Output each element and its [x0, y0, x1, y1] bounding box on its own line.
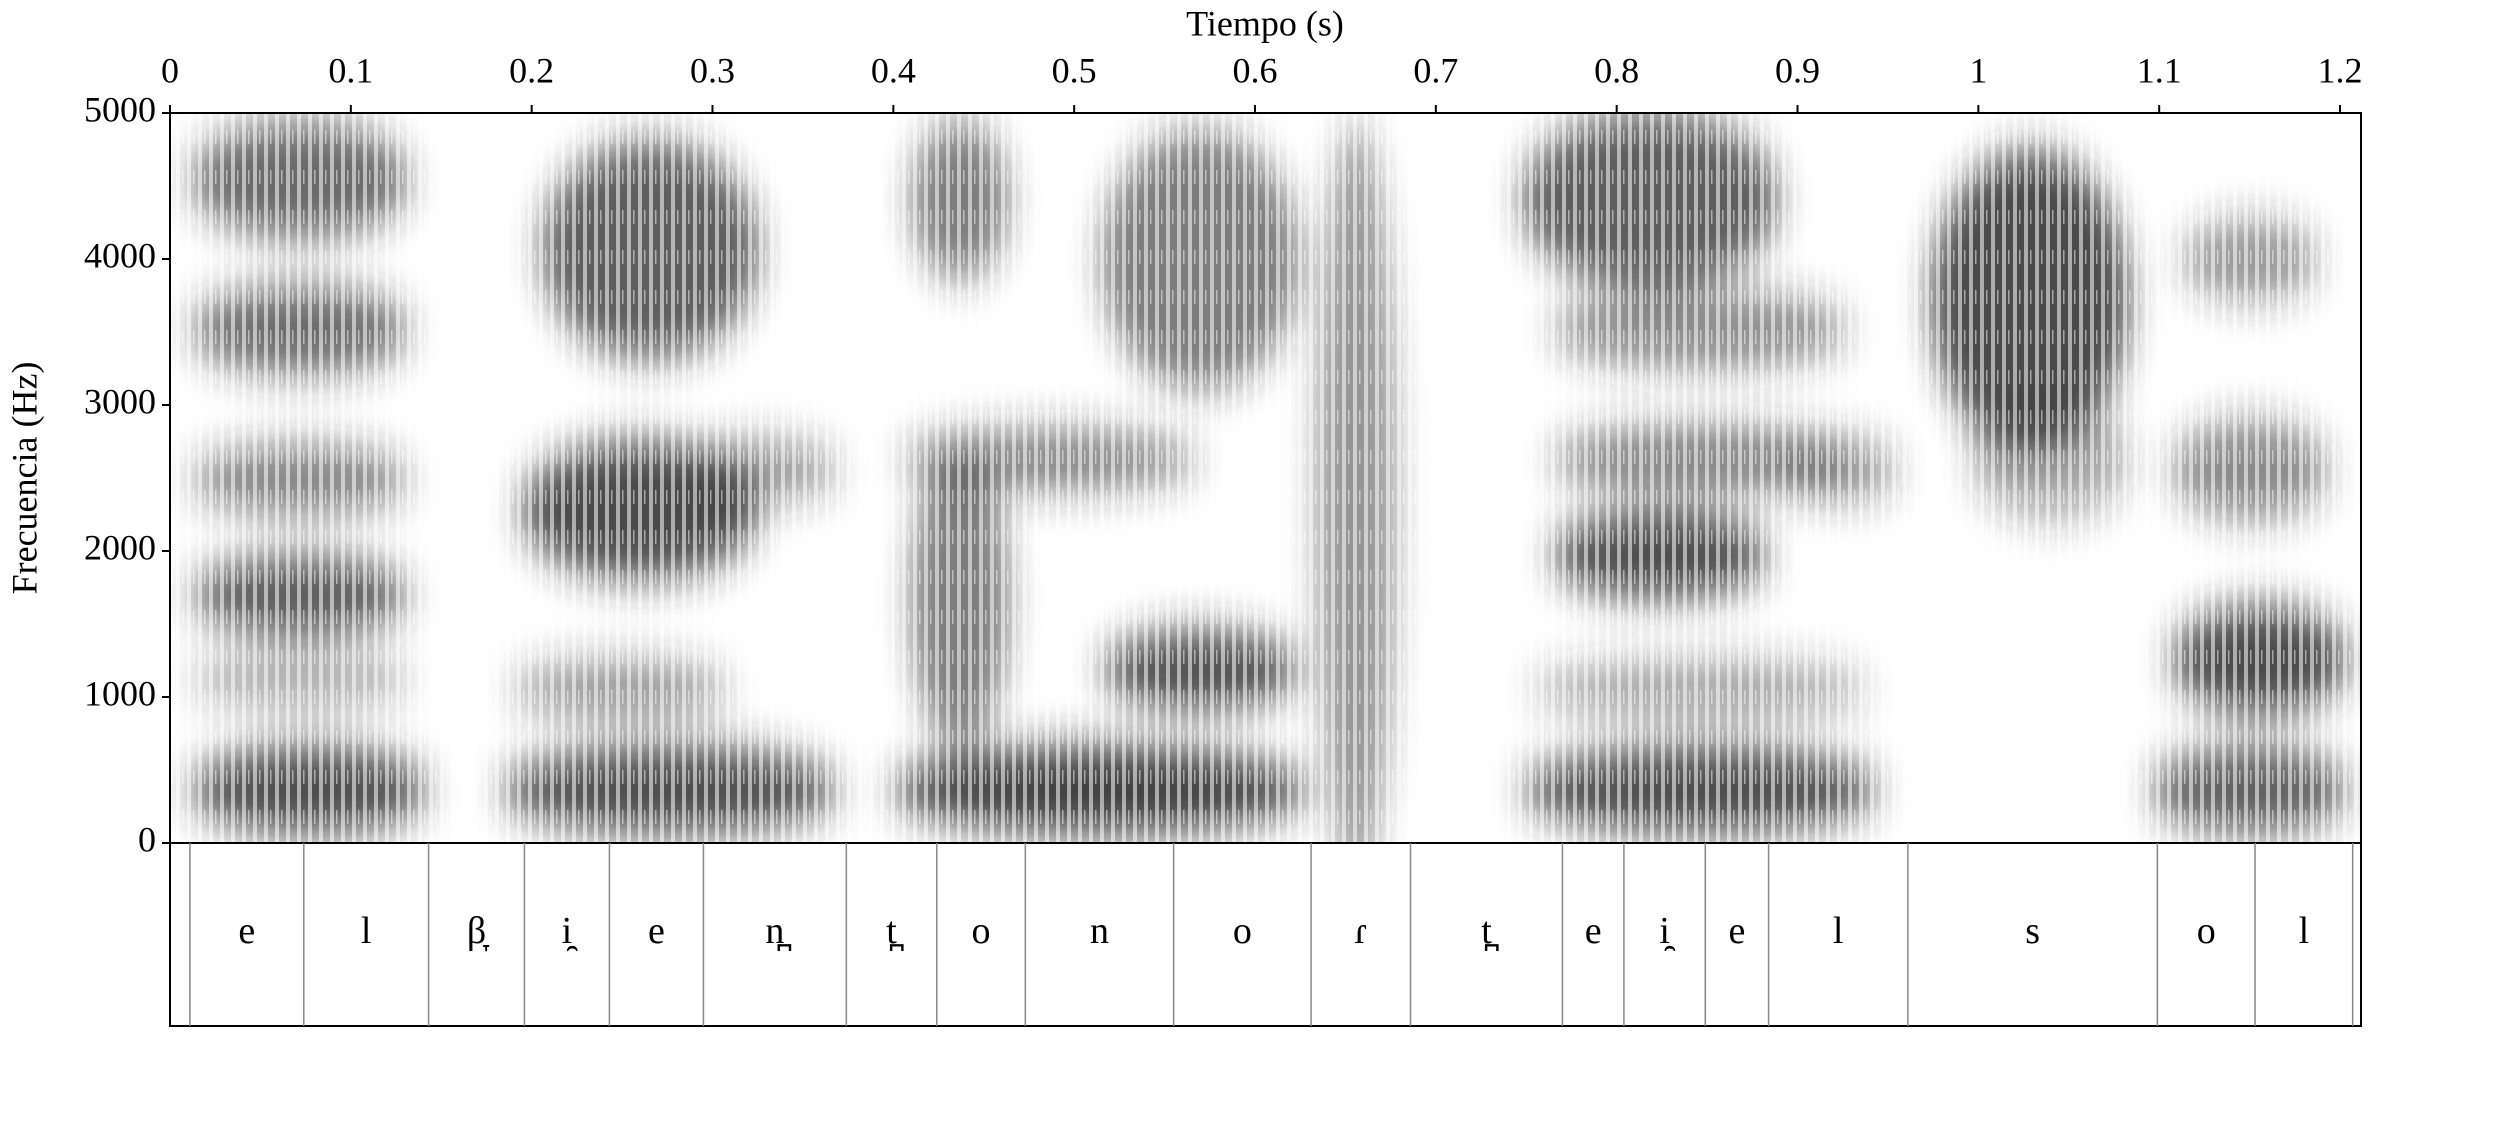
segment-label: e: [648, 910, 665, 952]
segment-label: i̯: [1659, 910, 1676, 952]
x-tick-label: 0: [161, 50, 179, 90]
segment-label: t̪: [886, 910, 904, 952]
segment-label: l: [2299, 910, 2310, 952]
segment-label: n̪: [765, 910, 791, 952]
segment-label: i̯: [562, 910, 579, 952]
x-tick-label: 0.6: [1233, 50, 1278, 90]
x-tick-label: 0.8: [1594, 50, 1639, 90]
x-tick-label: 0.2: [509, 50, 554, 90]
tier-frame: [169, 842, 2362, 1027]
y-tick-label: 2000: [84, 527, 156, 567]
segment-label: e: [1729, 910, 1746, 952]
x-tick-label: 1.1: [2137, 50, 2182, 90]
x-tick-label: 0.4: [871, 50, 916, 90]
segment-label: l: [361, 910, 372, 952]
segment-label: n: [1090, 910, 1109, 952]
segment-label: o: [972, 910, 991, 952]
y-tick-label: 1000: [84, 673, 156, 713]
y-tick-label: 3000: [84, 381, 156, 421]
segment-label: o: [1233, 910, 1252, 952]
spectrogram-image: [170, 113, 2361, 843]
x-tick-label: 0.3: [690, 50, 735, 90]
y-axis-label: Frecuencia (Hz): [4, 362, 44, 595]
segment-label: l: [1833, 910, 1844, 952]
segment-label: s: [2025, 910, 2040, 952]
segment-label: o: [2197, 910, 2216, 952]
x-axis-label: Tiempo (s): [1186, 3, 1344, 43]
segment-label: β̞: [467, 910, 489, 952]
x-tick-label: 0.7: [1413, 50, 1458, 90]
x-tick-label: 1.2: [2318, 50, 2363, 90]
y-tick-label: 5000: [84, 89, 156, 129]
x-tick-label: 1: [1969, 50, 1987, 90]
segment-label: e: [1585, 910, 1602, 952]
y-tick-label: 4000: [84, 235, 156, 275]
x-tick-label: 0.1: [328, 50, 373, 90]
segment-label: e: [238, 910, 255, 952]
x-tick-label: 0.5: [1052, 50, 1097, 90]
x-tick-label: 0.9: [1775, 50, 1820, 90]
segment-label: ɾ: [1354, 910, 1367, 952]
y-tick-label: 0: [138, 819, 156, 859]
segment-label: t̪: [1481, 910, 1499, 952]
